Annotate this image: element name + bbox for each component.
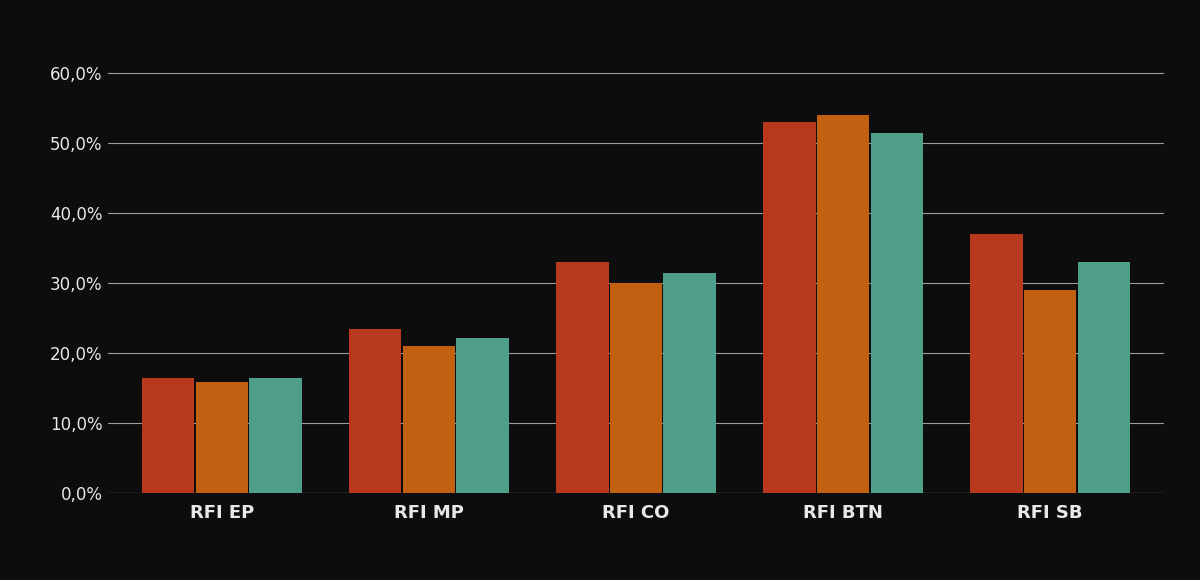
Bar [1078,262,1130,493]
Bar [870,133,923,493]
Bar [664,273,716,493]
Legend: PLO 50, PLO 500, PLO 5000: PLO 50, PLO 500, PLO 5000 [433,577,839,580]
Bar [250,378,302,493]
Bar [349,329,402,493]
Bar [402,346,455,493]
Bar [817,115,870,493]
Bar [196,382,248,493]
Bar [556,262,608,493]
Bar [142,378,194,493]
Bar [1024,290,1076,493]
Bar [970,234,1022,493]
Bar [610,283,662,493]
Bar [763,122,816,493]
Bar [456,338,509,493]
